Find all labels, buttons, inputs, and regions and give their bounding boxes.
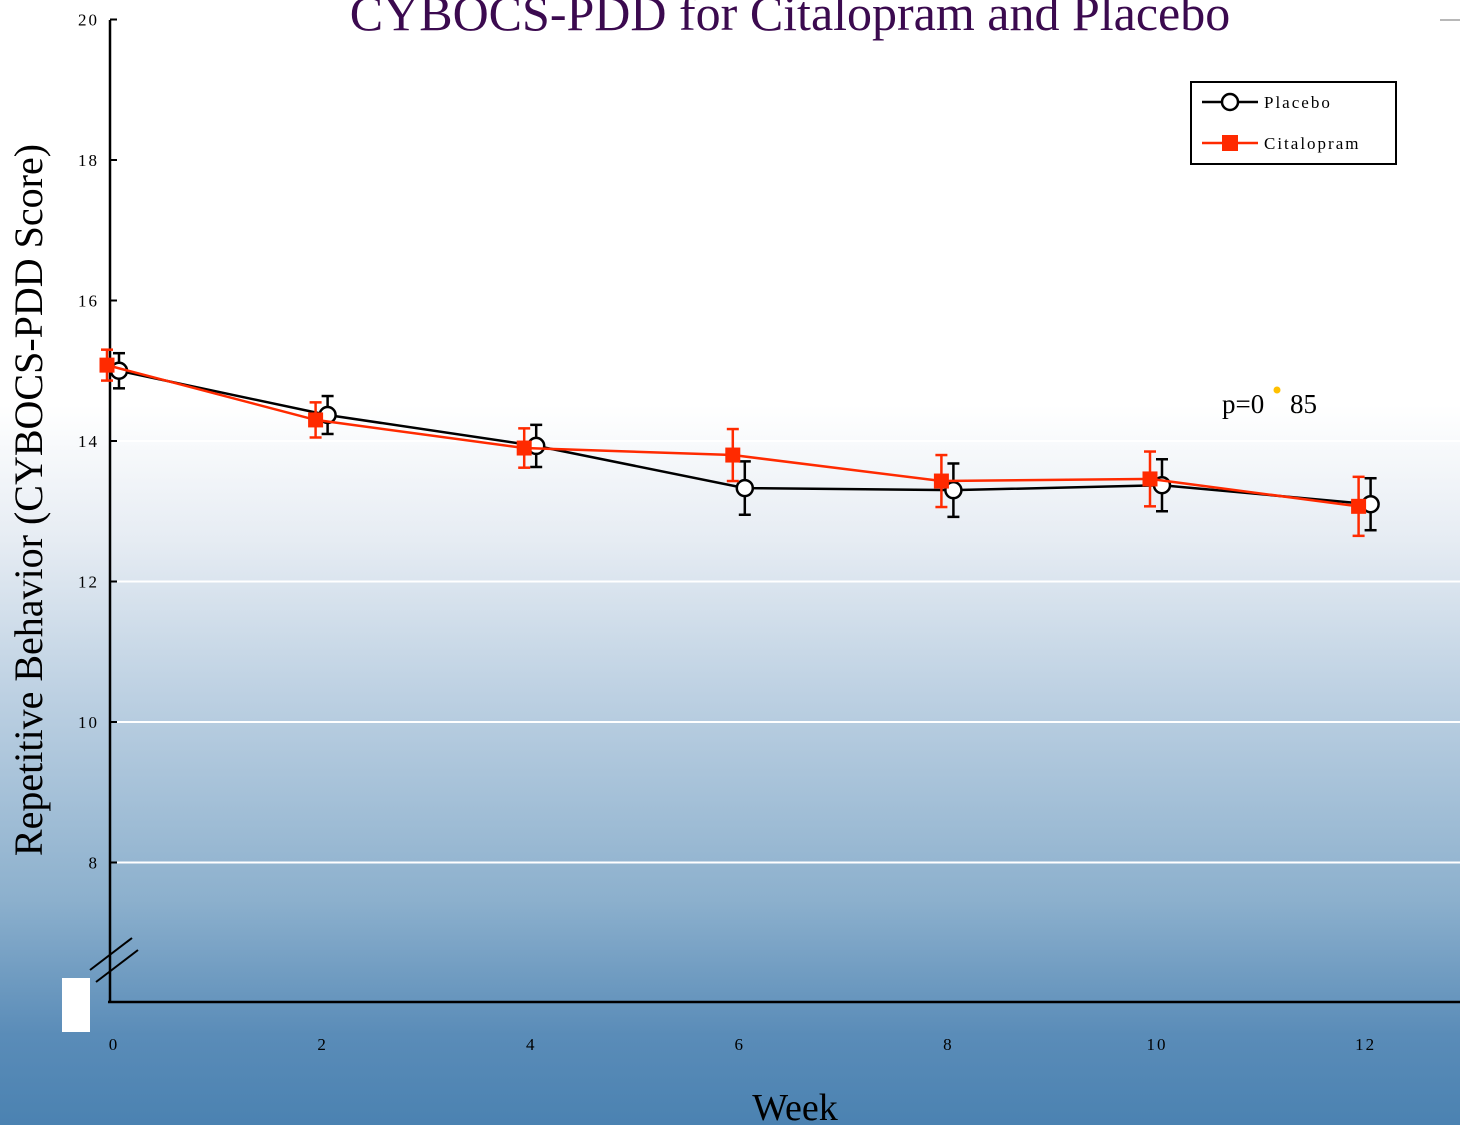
y-tick-label: 10 [78, 713, 99, 732]
gridlines [110, 19, 1460, 864]
p-value-text-end: 85 [1290, 389, 1317, 419]
white-corner-box [62, 978, 90, 1032]
legend-item-placebo: Placebo [1202, 92, 1332, 112]
p-value-text-start: p=0 [1222, 389, 1264, 419]
x-tick-label: 10 [1147, 1035, 1168, 1054]
legend-placebo-marker [1220, 92, 1240, 112]
y-tick-label: 20 [78, 11, 99, 30]
data-point [1142, 471, 1158, 487]
data-point [308, 412, 324, 428]
x-tick-label: 0 [109, 1035, 120, 1054]
legend-citalopram-marker [1222, 135, 1238, 151]
data-point [725, 447, 741, 463]
p-value-annotation: p=0 85 [1222, 386, 1317, 419]
y-tick-label: 18 [78, 151, 99, 170]
legend-item-citalopram: Citalopram [1202, 134, 1360, 153]
chart-title: CYBOCS-PDD for Citalopram and Placebo [350, 0, 1230, 41]
x-tick-label: 12 [1355, 1035, 1376, 1054]
x-tick-label: 6 [735, 1035, 746, 1054]
legend: Placebo Citalopram [1190, 81, 1397, 165]
x-tick-label: 2 [317, 1035, 328, 1054]
data-point [516, 440, 532, 456]
legend-citalopram-label: Citalopram [1264, 134, 1360, 153]
axis-break-mark [89, 937, 133, 971]
data-point [944, 480, 963, 500]
series-group [99, 348, 1380, 538]
axes [89, 18, 1460, 1004]
data-point [933, 473, 949, 489]
data-point [735, 478, 755, 498]
x-axis-label: Week [752, 1087, 838, 1125]
x-tick-label: 8 [943, 1035, 954, 1054]
axis-break-mark [95, 949, 139, 983]
legend-placebo-label: Placebo [1264, 93, 1332, 112]
p-value-decimal-dot [1273, 386, 1281, 394]
series-citalopram [99, 348, 1367, 538]
x-tick-label: 4 [526, 1035, 537, 1054]
tick-labels: 8 10 12 14 16 18 20 0 2 4 6 8 10 12 [78, 11, 1376, 1055]
y-tick-label: 8 [89, 854, 100, 873]
y-axis-label: Repetitive Behavior (CYBOCS-PDD Score) [6, 144, 51, 856]
data-point [1351, 498, 1367, 514]
y-tick-label: 14 [78, 432, 99, 451]
data-point [99, 357, 115, 373]
y-tick-label: 16 [78, 292, 99, 311]
y-tick-label: 12 [78, 573, 99, 592]
